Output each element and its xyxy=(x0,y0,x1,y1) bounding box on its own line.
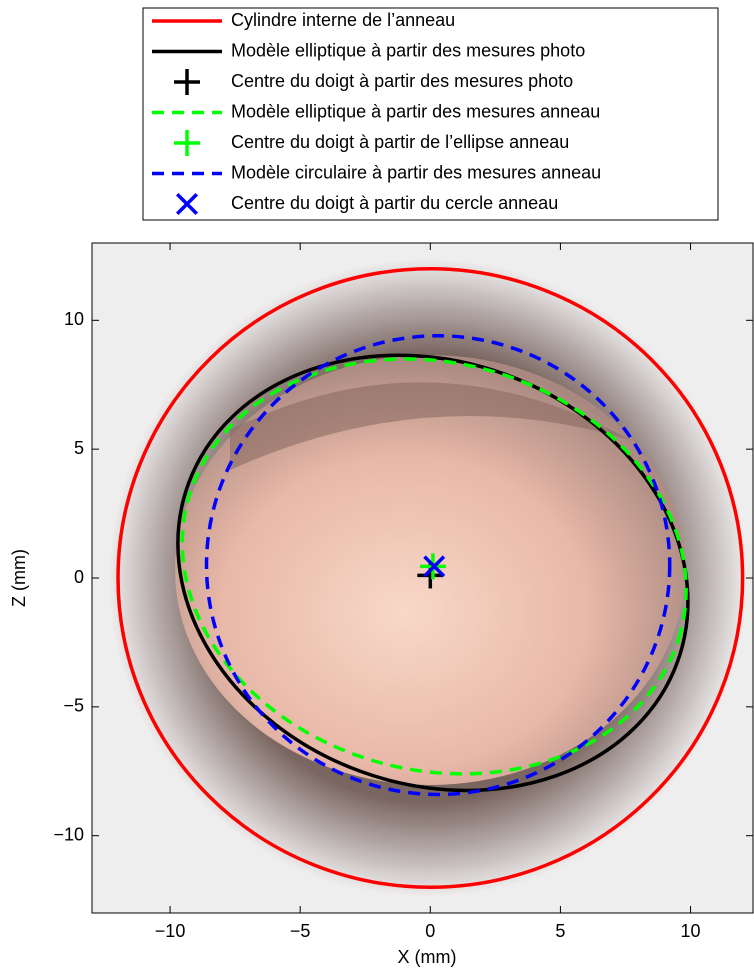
center-marker-stroke xyxy=(423,555,446,578)
legend-label: Cylindre interne de l’anneau xyxy=(231,10,455,30)
y-tick-label: −10 xyxy=(53,824,84,844)
x-tick-label: −10 xyxy=(155,921,186,941)
circle-model xyxy=(116,267,745,889)
legend-label: Centre du doigt à partir des mesures pho… xyxy=(231,71,573,91)
center-marker xyxy=(423,555,446,578)
photo-background xyxy=(92,243,753,913)
legend-marker xyxy=(174,69,200,95)
y-tick-label: 10 xyxy=(64,309,84,329)
legend-marker-stroke xyxy=(176,193,198,215)
x-tick-label: −5 xyxy=(290,921,311,941)
plot-marks xyxy=(116,267,745,889)
legend-label: Modèle elliptique à partir des mesures p… xyxy=(231,40,585,60)
x-tick-label: 10 xyxy=(681,921,701,941)
circle-model xyxy=(204,334,672,797)
legend-marker xyxy=(174,130,200,156)
legend-label: Centre du doigt à partir de l’ellipse an… xyxy=(231,132,569,152)
y-tick-label: 0 xyxy=(74,567,84,587)
x-tick-label: 0 xyxy=(425,921,435,941)
x-axis-label: X (mm) xyxy=(398,947,457,967)
y-axis-label: Z (mm) xyxy=(9,549,29,607)
legend-label: Modèle circulaire à partir des mesures a… xyxy=(231,162,601,182)
legend-label: Modèle elliptique à partir des mesures a… xyxy=(231,101,600,121)
y-tick-label: 5 xyxy=(74,438,84,458)
ellipse-model xyxy=(180,357,688,776)
y-tick-label: −5 xyxy=(63,696,84,716)
x-tick-label: 5 xyxy=(555,921,565,941)
legend-label: Centre du doigt à partir du cercle annea… xyxy=(231,193,558,213)
legend-marker xyxy=(176,193,198,215)
legend-box xyxy=(142,7,719,221)
